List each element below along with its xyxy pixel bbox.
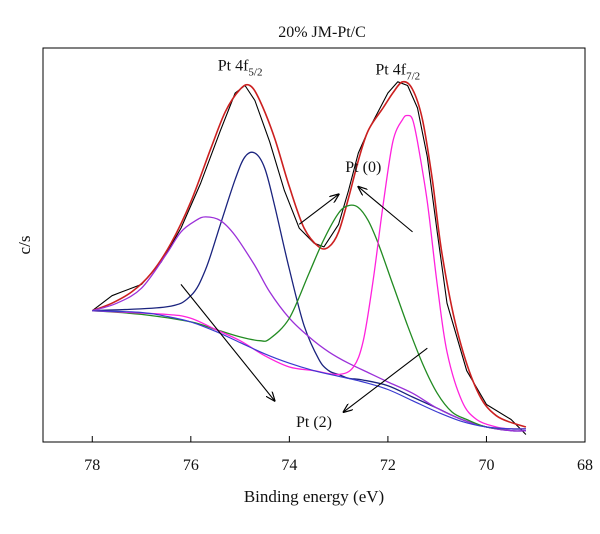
series-line <box>91 81 527 435</box>
x-tick-label: 72 <box>380 457 396 474</box>
series-line <box>92 204 526 430</box>
x-axis-ticks: 78 76 74 72 70 68 <box>84 436 593 474</box>
x-tick-label: 70 <box>478 457 494 474</box>
annotation-arrow <box>180 284 275 400</box>
y-axis-label: c/s <box>15 236 34 255</box>
annotation-arrow <box>358 187 413 233</box>
series-line <box>92 151 526 432</box>
series-line <box>92 310 526 430</box>
series-line <box>92 80 527 428</box>
peak-label: Pt 4f5/2 <box>218 58 263 79</box>
series-line <box>92 114 526 430</box>
annotation-layer: Pt 4f5/2 Pt 4f7/2Pt (0)Pt (2) <box>180 58 428 431</box>
peak-label: Pt 4f7/2 <box>375 61 420 82</box>
x-axis-label: Binding energy (eV) <box>244 487 384 506</box>
state-annotation: Pt (0) <box>345 159 381 176</box>
x-tick-label: 74 <box>281 457 297 474</box>
peak-label-subscript: 5/2 <box>248 67 262 79</box>
peak-label-text: Pt 4f <box>218 58 249 75</box>
state-annotation: Pt (2) <box>296 414 332 431</box>
annotation-arrow <box>344 347 428 412</box>
series-layer <box>91 80 527 435</box>
annotation-arrow <box>298 194 338 225</box>
x-tick-label: 68 <box>577 457 593 474</box>
chart-title: 20% JM-Pt/C <box>278 24 366 41</box>
plot-frame <box>42 47 586 443</box>
peak-label-text: Pt 4f <box>375 61 406 78</box>
peak-label-subscript: 7/2 <box>406 70 420 82</box>
x-tick-label: 76 <box>183 457 199 474</box>
x-tick-label: 78 <box>84 457 100 474</box>
